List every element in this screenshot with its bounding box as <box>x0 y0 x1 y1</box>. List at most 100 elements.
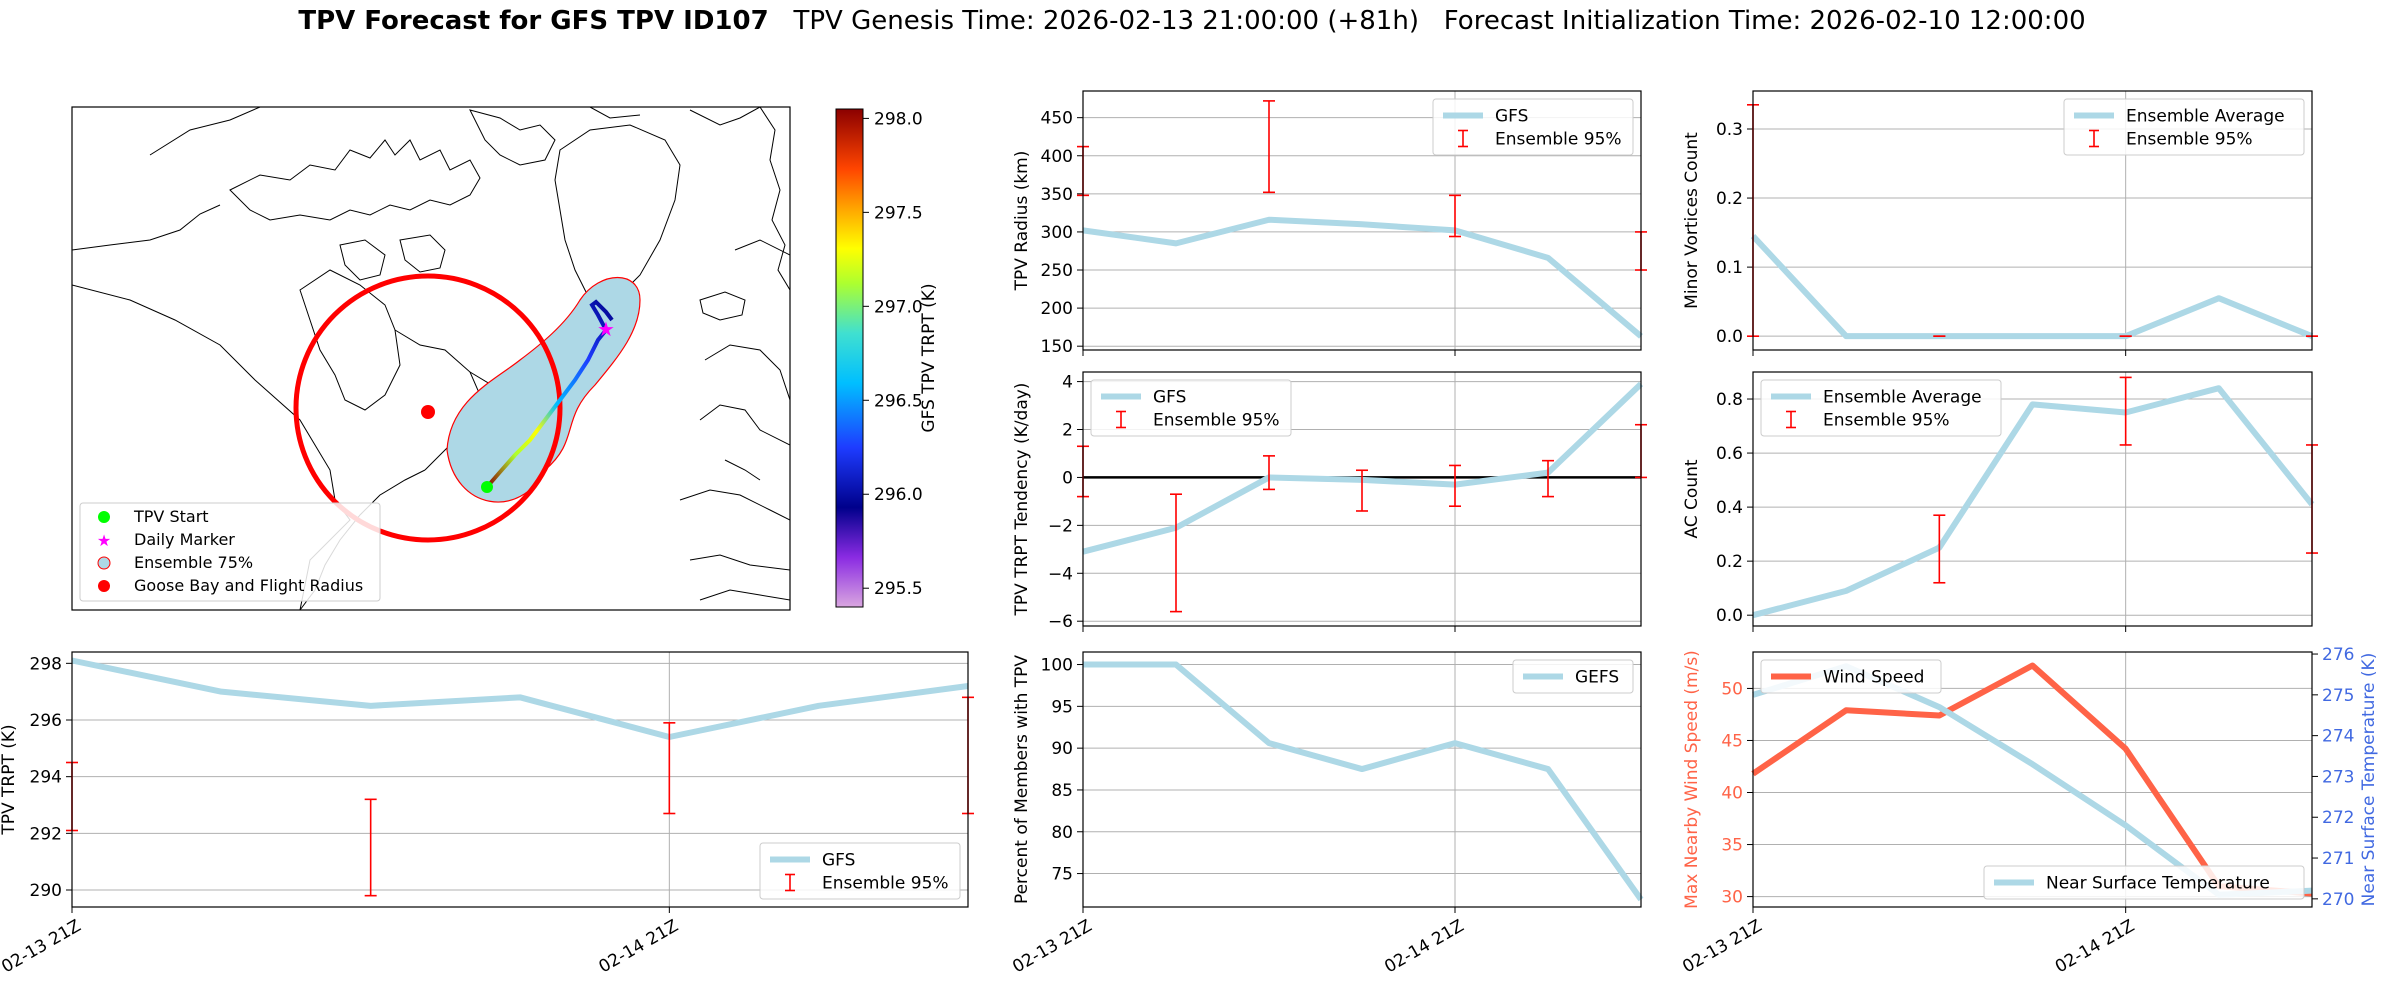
ylabel: TPV TRPT (K) <box>0 724 19 835</box>
map-legend-item: Daily Marker <box>134 530 235 549</box>
ytick-label: 80 <box>1051 823 1073 843</box>
ytick-label: 2 <box>1062 421 1073 441</box>
goose-bay-marker <box>421 405 435 419</box>
ytick-label: 0.8 <box>1716 390 1743 410</box>
ytick-label: 0.2 <box>1716 189 1743 209</box>
plot-frame <box>1082 371 1642 627</box>
chart-minor: 0.0 0.1 0.2 0.3 Minor Vortices Count Ensemble… <box>1682 90 2318 356</box>
legend-label: Near Surface Temperature <box>2046 874 2270 894</box>
errorbar <box>1449 194 1461 238</box>
tpv-track <box>485 299 614 489</box>
ytick-right-label: 271 <box>2322 849 2354 869</box>
errorbar <box>1933 514 1946 584</box>
series-line-gefs <box>1083 661 1644 902</box>
legend: Ensemble Average Ensemble 95% <box>2063 98 2305 156</box>
figure-title: TPV Forecast for GFS TPV ID107 TPV Genes… <box>0 6 2384 36</box>
daily-marker-star: ★ <box>597 317 615 341</box>
ytick-label: 0.3 <box>1716 120 1743 140</box>
ylabel: AC Count <box>1682 459 1702 538</box>
ytick-label: 0.0 <box>1716 606 1743 626</box>
legend-label: Ensemble 95% <box>1823 411 1950 431</box>
ytick-label: 450 <box>1041 109 1073 129</box>
plot-frame <box>1752 651 2313 908</box>
chart-radius: 150 200 250 300 350 400 450 TPV Radius (km) GFS E… <box>1012 90 1647 357</box>
chart-tendency: −6 −4 −2 0 2 4 TPV TRPT Tendency (K/day) GFS Ens… <box>1012 371 1647 632</box>
legend-goose-icon <box>98 580 110 592</box>
colorbar-tick-label: 295.5 <box>874 579 923 599</box>
figure-title-init: Forecast Initialization Time: 2026-02-10… <box>1443 6 2086 36</box>
colorbar-gradient <box>835 108 864 608</box>
ytick-label: −2 <box>1048 516 1073 536</box>
ytick-label: 75 <box>1051 865 1073 885</box>
flight-radius-circle <box>293 273 563 543</box>
series-line-ensemble-average <box>1752 385 2315 619</box>
figure-title-genesis: TPV Genesis Time: 2026-02-13 21:00:00 (+… <box>793 6 1419 36</box>
series-line-gfs <box>71 657 969 740</box>
legend: Near Surface Temperature <box>1983 865 2305 900</box>
errorbar <box>1263 455 1275 491</box>
legend-label: Ensemble Average <box>1823 388 1982 408</box>
ylabel: Minor Vortices Count <box>1682 132 1702 309</box>
errorbar <box>2119 376 2132 446</box>
legend: GFS Ensemble 95% <box>1090 379 1292 437</box>
ytick-label: −6 <box>1048 612 1073 632</box>
legend: GFS Ensemble 95% <box>759 842 961 900</box>
legend: GFS Ensemble 95% <box>1432 98 1634 156</box>
ytick-label: 294 <box>30 768 62 788</box>
ytick-label: 35 <box>1721 836 1743 856</box>
legend: Ensemble Average Ensemble 95% <box>1760 379 2002 437</box>
plot-frame <box>71 651 969 908</box>
tpv-start-marker <box>481 481 493 493</box>
ytick-label: 50 <box>1721 679 1743 699</box>
legend-start-icon <box>98 511 110 523</box>
legend-star-icon: ★ <box>97 531 111 550</box>
ytick-right-label: 275 <box>2322 686 2354 706</box>
ytick-label: 85 <box>1051 781 1073 801</box>
ytick-label: 150 <box>1041 337 1073 357</box>
legend-ensemble-icon <box>97 556 111 570</box>
plot-frame <box>1082 90 1642 351</box>
legend-label: GFS <box>1495 107 1528 127</box>
legend: Wind Speed <box>1760 659 1942 694</box>
legend-label: Ensemble Average <box>2126 107 2285 127</box>
ytick-label: 45 <box>1721 731 1743 751</box>
colorbar-tick-label: 296.5 <box>874 391 923 411</box>
plot-area <box>1753 652 2312 907</box>
legend-label: Ensemble 95% <box>1153 411 1280 431</box>
errorbar <box>1449 464 1461 507</box>
xtick-label: 02-14 21Z <box>1381 916 1467 977</box>
ytick-right-label: 273 <box>2322 767 2354 787</box>
ylabel-right: Near Surface Temperature (K) <box>2359 653 2379 907</box>
errorbar <box>364 798 377 897</box>
colorbar-tick-label: 296.0 <box>874 485 923 505</box>
xtick-label: 02-14 21Z <box>2052 916 2138 977</box>
ylabel: Max Nearby Wind Speed (m/s) <box>1682 650 1702 909</box>
ytick-label: 90 <box>1051 739 1073 759</box>
legend-label: Ensemble 95% <box>822 874 949 894</box>
ytick-label: 296 <box>30 711 62 731</box>
ylabel: TPV TRPT Tendency (K/day) <box>1012 383 1032 617</box>
ytick-label: 100 <box>1041 656 1073 676</box>
legend-label: Ensemble 95% <box>1495 130 1622 150</box>
xtick-label: 02-13 21Z <box>1009 916 1095 977</box>
ytick-label: 0.6 <box>1716 444 1743 464</box>
colorbar-tick-label: 297.5 <box>874 203 923 223</box>
colorbar-label: GFS TPV TRPT (K) <box>919 283 939 432</box>
legend-label: Wind Speed <box>1823 668 1924 688</box>
ytick-right-label: 274 <box>2322 727 2354 747</box>
ytick-right-label: 272 <box>2322 808 2354 828</box>
errorbar <box>1263 100 1275 194</box>
errorbar <box>663 722 676 815</box>
ytick-label: 0.1 <box>1716 258 1743 278</box>
chart-members: 75 80 85 90 95 100 Percent of Members with TPV… <box>1009 651 1644 977</box>
xtick-label: 02-13 21Z <box>1679 916 1765 977</box>
ytick-label: 0.0 <box>1716 327 1743 347</box>
chart-wind_temp: 30 35 40 45 50 Max Nearby Wind Speed (m/s) 270… <box>1679 645 2379 977</box>
xtick-label: 02-13 21Z <box>0 916 85 977</box>
ytick-label: 40 <box>1721 784 1743 804</box>
legend-label: Ensemble 95% <box>2126 130 2253 150</box>
ytick-label: 298 <box>30 654 62 674</box>
chart-trpt: 290 292 294 296 298 TPV TRPT (K) 02-13 21Z 02-1… <box>0 651 974 977</box>
plot-frame <box>1752 90 2313 351</box>
